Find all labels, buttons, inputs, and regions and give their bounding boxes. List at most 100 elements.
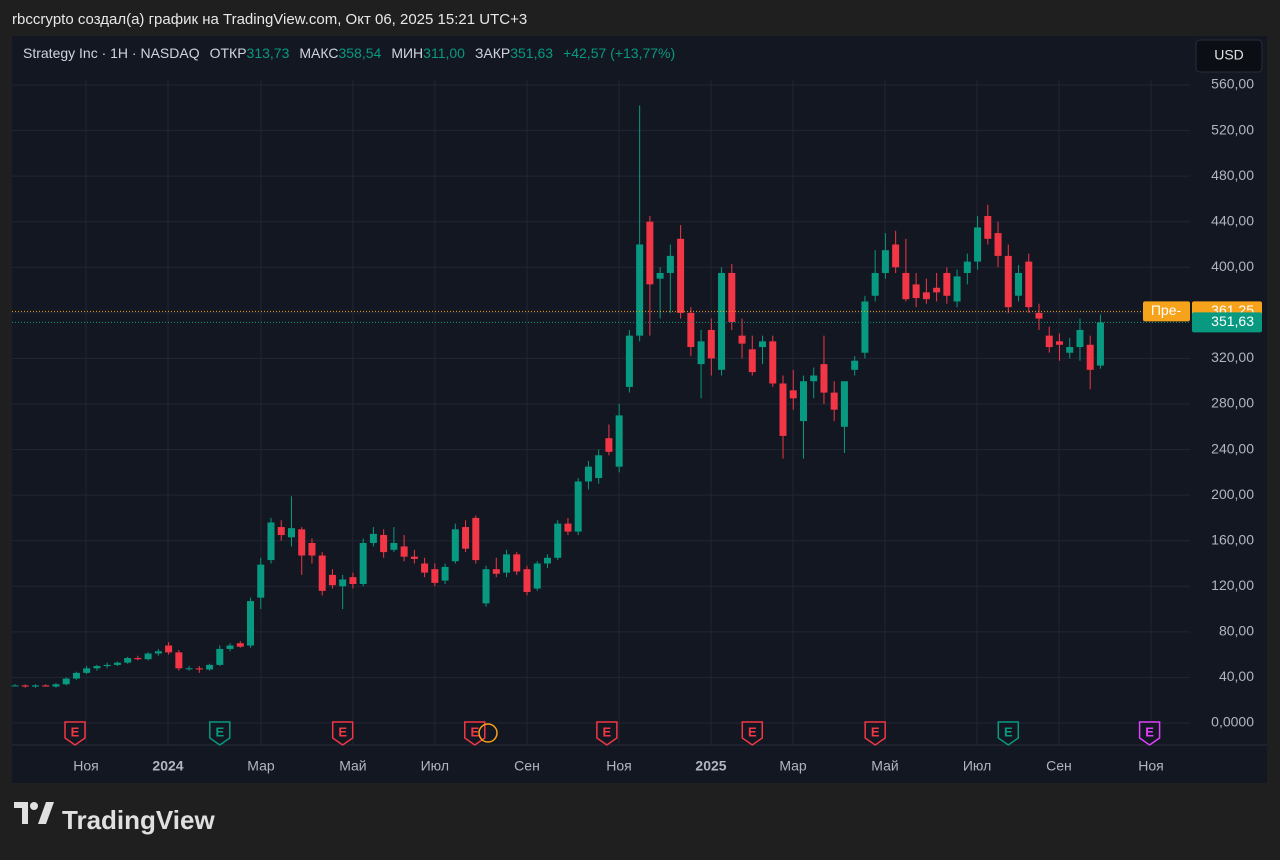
event-label: E bbox=[1004, 724, 1013, 739]
candle-body bbox=[830, 392, 838, 410]
y-tick-label: 40,00 bbox=[1219, 668, 1254, 684]
logo-part bbox=[30, 802, 38, 810]
legend: Strategy Inc · 1H · NASDAQ ОТКР313,73 МАКС… bbox=[23, 45, 675, 61]
y-tick-label: 560,00 bbox=[1211, 76, 1254, 92]
y-tick-label: 480,00 bbox=[1211, 167, 1254, 183]
candle-body bbox=[72, 672, 80, 679]
event-marker bbox=[1138, 721, 1161, 746]
dividend-marker bbox=[478, 723, 498, 743]
candle-body bbox=[226, 645, 234, 649]
event-marker bbox=[596, 721, 618, 746]
candle-body bbox=[52, 684, 60, 687]
candle-body bbox=[922, 292, 930, 300]
y-tick-label: 160,00 bbox=[1211, 531, 1254, 547]
currency[interactable]: USD bbox=[1214, 47, 1244, 63]
candle-body bbox=[267, 522, 275, 561]
event-marker bbox=[997, 721, 1020, 746]
y-tick-label: 80,00 bbox=[1219, 623, 1254, 639]
candle-body bbox=[451, 529, 459, 562]
candle-body bbox=[984, 216, 992, 239]
candle-body bbox=[779, 383, 787, 436]
candle-body bbox=[339, 579, 347, 587]
candle-body bbox=[625, 335, 633, 387]
y-tick-label: 520,00 bbox=[1211, 121, 1254, 137]
candle-body bbox=[400, 546, 408, 557]
candle-body bbox=[748, 349, 756, 373]
candle-body bbox=[595, 455, 603, 479]
candle-body bbox=[287, 528, 295, 538]
y-tick-label: 240,00 bbox=[1211, 440, 1254, 456]
candle-body bbox=[1025, 261, 1033, 308]
candle-body bbox=[165, 645, 173, 653]
candle-body bbox=[1096, 322, 1104, 366]
legend-text: МАКС bbox=[299, 45, 338, 61]
candle-body bbox=[1035, 312, 1043, 319]
event-marker bbox=[64, 721, 86, 746]
x-tick-label: Июл bbox=[421, 758, 449, 774]
candle-body bbox=[677, 238, 685, 313]
candle-body bbox=[236, 643, 244, 647]
candle-body bbox=[93, 666, 101, 669]
candle-body bbox=[277, 527, 285, 536]
candle-body bbox=[113, 662, 121, 665]
candle-body bbox=[1055, 341, 1063, 345]
x-tick-label: Сен bbox=[1046, 758, 1072, 774]
candle-body bbox=[646, 221, 654, 285]
candle-body bbox=[687, 312, 695, 348]
candle-body bbox=[523, 569, 531, 592]
candle-body bbox=[83, 668, 91, 673]
candle-body bbox=[134, 658, 142, 660]
candle-body bbox=[656, 272, 664, 279]
x-tick-label: 2025 bbox=[695, 758, 726, 774]
candle-body bbox=[462, 527, 470, 549]
candle-body bbox=[62, 678, 70, 685]
event-label: E bbox=[1145, 724, 1154, 739]
candle-body bbox=[390, 542, 398, 550]
candle-body bbox=[482, 569, 490, 604]
candle-body bbox=[492, 569, 500, 574]
y-tick-label: 400,00 bbox=[1211, 258, 1254, 274]
candle-body bbox=[1076, 329, 1084, 348]
x-tick-label: Июл bbox=[963, 758, 991, 774]
candle-body bbox=[216, 648, 224, 665]
candle-body bbox=[1045, 335, 1053, 348]
candle-body bbox=[615, 415, 623, 467]
candle-body bbox=[974, 227, 982, 262]
event-marker bbox=[331, 721, 354, 746]
candle-body bbox=[503, 554, 511, 573]
legend-text: ЗАКР bbox=[475, 45, 510, 61]
candle-body bbox=[543, 557, 551, 564]
candle-body bbox=[11, 685, 19, 687]
candle-body bbox=[718, 272, 726, 370]
candle-body bbox=[574, 481, 582, 532]
candle-body bbox=[892, 244, 900, 268]
event-marker bbox=[864, 721, 886, 746]
candle-body bbox=[257, 564, 265, 598]
candle-body bbox=[912, 284, 920, 299]
candle-body bbox=[1066, 347, 1074, 353]
candle-body bbox=[31, 685, 39, 687]
event-label: E bbox=[871, 724, 880, 739]
candle-body bbox=[21, 685, 29, 687]
x-tick-label: Ноя bbox=[73, 758, 98, 774]
currency-button[interactable] bbox=[1195, 39, 1263, 73]
x-tick-label: Май bbox=[871, 758, 898, 774]
candle-body bbox=[206, 664, 214, 670]
event-label: E bbox=[338, 724, 347, 739]
event-label: E bbox=[603, 724, 612, 739]
x-tick-label: Ноя bbox=[1138, 758, 1163, 774]
candle-body bbox=[636, 244, 644, 336]
candle-body bbox=[513, 554, 521, 572]
candle-body bbox=[810, 375, 818, 382]
candle-body bbox=[1086, 344, 1094, 370]
candle-body bbox=[380, 535, 388, 553]
candle-body bbox=[759, 341, 767, 348]
legend-text: 313,73 bbox=[247, 45, 290, 61]
candle-body bbox=[861, 301, 869, 353]
price-tag bbox=[1192, 312, 1262, 333]
candle-body bbox=[902, 272, 910, 300]
candle-body bbox=[349, 577, 357, 585]
